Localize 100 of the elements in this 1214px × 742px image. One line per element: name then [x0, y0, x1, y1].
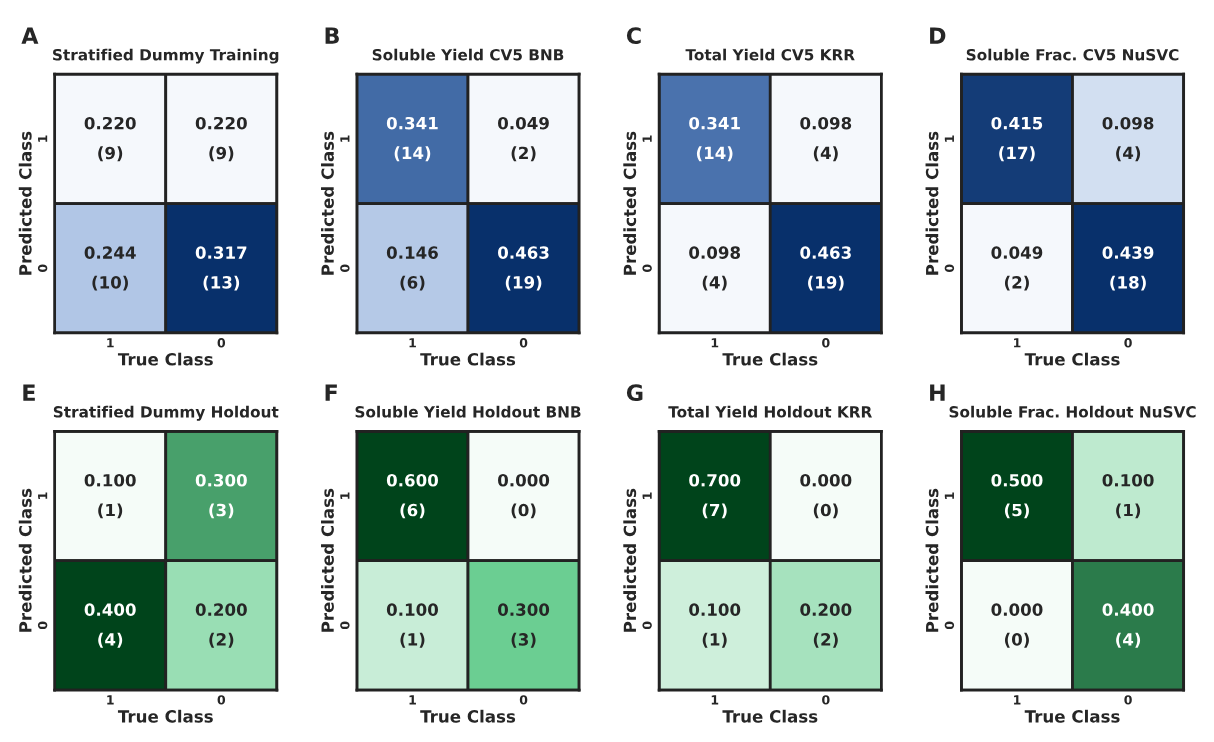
chart-title: Soluble Frac. CV5 NuSVC — [966, 48, 1179, 61]
data-label: 0.220 — [84, 116, 136, 130]
data-label: 0.700 — [689, 473, 741, 487]
annotation: (2) — [209, 632, 234, 648]
data-label: 0.220 — [195, 116, 247, 130]
data-label: 0.300 — [195, 473, 247, 487]
x-tick-label: 1 — [711, 338, 719, 348]
y-axis-title: Predicted Class — [925, 488, 939, 632]
chart-title: Soluble Yield CV5 BNB — [372, 48, 564, 61]
x-tick-label: 0 — [1124, 695, 1132, 705]
x-axis-title: True Class — [722, 709, 818, 723]
annotation: (1) — [702, 632, 727, 648]
data-label: 0.200 — [195, 603, 247, 616]
y-tick-label: 0 — [37, 621, 48, 630]
data-label: 0.415 — [991, 116, 1043, 130]
data-label: 0.098 — [800, 116, 852, 130]
data-label: 0.049 — [498, 116, 549, 130]
annotation: (13) — [203, 275, 240, 291]
text: F — [325, 384, 337, 401]
data-label: 0.600 — [386, 473, 439, 487]
data-label: 0.400 — [1102, 603, 1154, 616]
x-tick-label: 1 — [1014, 338, 1021, 348]
y-axis-title: Predicted Class — [18, 131, 32, 275]
annotation: (0) — [1004, 632, 1029, 648]
text: E — [23, 384, 35, 401]
x-axis-title: True Class — [420, 709, 516, 723]
data-label: 0.098 — [1102, 116, 1154, 130]
x-axis-title: True Class — [722, 352, 818, 366]
chart-title: Total Yield Holdout KRR — [668, 405, 872, 418]
y-tick-label: 0 — [340, 621, 350, 630]
data-label: 0.463 — [498, 246, 549, 259]
data-label: 0.439 — [1102, 246, 1154, 259]
annotation: (4) — [813, 146, 838, 162]
annotation: (2) — [1004, 275, 1029, 291]
y-tick-label: 1 — [642, 492, 652, 499]
y-axis-title: Predicted Class — [623, 488, 637, 632]
annotation: (4) — [702, 275, 727, 291]
data-label: 0.200 — [800, 603, 852, 616]
data-label: 0.463 — [800, 246, 851, 259]
x-tick-label: 0 — [217, 338, 226, 348]
chart-title: Soluble Frac. Holdout NuSVC — [949, 405, 1196, 418]
annotation: (0) — [511, 503, 536, 519]
annotation: (19) — [808, 275, 844, 291]
y-tick-label: 0 — [944, 264, 955, 273]
annotation: (7) — [702, 503, 727, 519]
data-label: 0.500 — [991, 473, 1043, 487]
y-tick-label: 0 — [37, 264, 48, 273]
annotation: (1) — [1116, 503, 1141, 519]
x-axis-title: True Class — [1024, 709, 1120, 723]
x-tick-label: 1 — [107, 695, 114, 705]
data-label: 0.000 — [498, 473, 550, 487]
annotation: (14) — [394, 146, 431, 162]
x-tick-label: 0 — [519, 338, 528, 348]
annotation: (1) — [98, 503, 123, 519]
x-tick-label: 1 — [1014, 695, 1021, 705]
y-axis-title: Predicted Class — [623, 131, 637, 275]
data-label: 0.244 — [84, 246, 136, 259]
data-label: 0.000 — [991, 603, 1043, 616]
annotation: (14) — [696, 146, 733, 162]
chart-title: Total Yield CV5 KRR — [685, 48, 855, 61]
data-label: 0.100 — [84, 473, 136, 487]
y-tick-label: 0 — [642, 621, 652, 630]
annotation: (5) — [1004, 503, 1029, 519]
x-tick-label: 1 — [107, 338, 114, 348]
annotation: (4) — [1116, 632, 1141, 648]
x-axis-title: True Class — [420, 352, 516, 366]
y-tick-label: 1 — [38, 135, 48, 142]
annotation: (10) — [92, 275, 128, 291]
x-tick-label: 1 — [409, 338, 416, 348]
annotation: (3) — [209, 503, 234, 519]
data-label: 0.100 — [1102, 473, 1154, 487]
data-label: 0.341 — [689, 116, 740, 130]
annotation: (9) — [98, 146, 123, 162]
text: B — [325, 27, 339, 44]
text: A — [21, 27, 39, 44]
data-label: 0.146 — [386, 246, 438, 259]
y-axis-title: Predicted Class — [321, 131, 334, 275]
data-label: 0.000 — [800, 473, 852, 487]
data-label: 0.300 — [498, 603, 550, 616]
x-axis-title: True Class — [1024, 352, 1120, 366]
annotation: (4) — [1116, 146, 1141, 162]
annotation: (6) — [400, 275, 425, 291]
annotation: (2) — [511, 146, 536, 162]
y-tick-label: 0 — [642, 264, 652, 273]
x-tick-label: 0 — [519, 695, 528, 705]
y-tick-label: 0 — [944, 621, 955, 630]
y-tick-label: 0 — [340, 264, 350, 273]
data-label: 0.400 — [84, 603, 136, 616]
text: G — [626, 384, 643, 402]
annotation: (9) — [209, 146, 234, 162]
annotation: (19) — [505, 275, 542, 291]
x-tick-label: 0 — [1124, 338, 1132, 348]
y-tick-label: 1 — [340, 135, 350, 142]
annotation: (17) — [999, 146, 1035, 162]
text: H — [930, 384, 945, 401]
x-tick-label: 0 — [822, 338, 830, 348]
y-axis-title: Predicted Class — [925, 131, 939, 275]
y-tick-label: 1 — [944, 135, 954, 142]
x-tick-label: 0 — [822, 695, 830, 705]
data-label: 0.098 — [689, 246, 741, 259]
